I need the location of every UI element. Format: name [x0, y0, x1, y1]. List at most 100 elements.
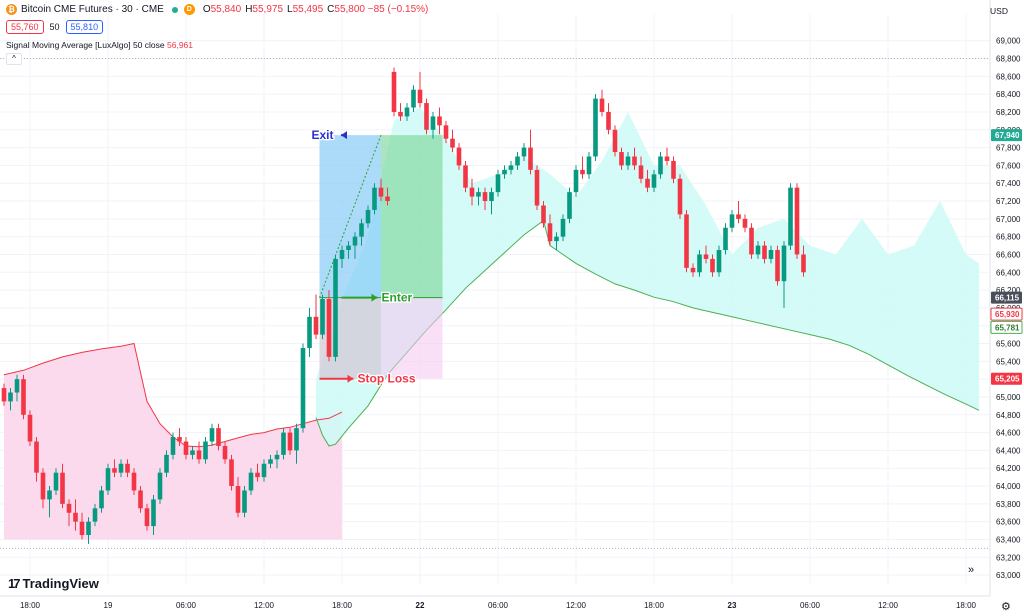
price-tick-label: 67,000 [996, 215, 1021, 224]
price-tick-label: 67,400 [996, 179, 1021, 188]
price-tick-label: 68,600 [996, 72, 1021, 81]
price-tick-label: 64,600 [996, 429, 1021, 438]
time-tick-label: 12:00 [878, 601, 899, 610]
candle-body [632, 156, 637, 166]
candle-body [469, 187, 475, 197]
candle-body [313, 316, 319, 335]
candle-body [749, 227, 754, 255]
high-label: H [245, 4, 253, 15]
candle-body [8, 392, 13, 402]
collapse-legend-button[interactable]: ^ [6, 53, 22, 65]
candle-body [456, 147, 462, 166]
indicator-legend[interactable]: Signal Moving Average [LuxAlgo] 50 close… [6, 40, 193, 50]
candle-body [177, 437, 182, 442]
candle-body [105, 468, 111, 491]
settings-gear-icon[interactable]: ⚙ [1001, 601, 1011, 613]
candle-body [209, 428, 215, 442]
price-tag-box [991, 129, 1022, 142]
buy-price-button[interactable]: 55,810 [65, 20, 104, 34]
stop-zone [319, 297, 443, 379]
enter-arrow-head [371, 293, 378, 302]
candle-body [580, 169, 585, 175]
candle-body [443, 125, 449, 139]
candle-body [404, 107, 410, 117]
instrument-title[interactable]: Bitcoin CME Futures · 30 · CME [21, 4, 164, 15]
time-tick-label: 12:00 [566, 601, 587, 610]
candle-body [411, 89, 416, 108]
candle-body [66, 503, 72, 513]
candle-body [638, 165, 644, 179]
candle-body [365, 209, 371, 224]
bitcoin-icon: ₿ [6, 4, 17, 15]
candle-body [755, 245, 761, 255]
candle-body [14, 379, 20, 393]
candle-body [684, 214, 689, 268]
exit-label: Exit [312, 128, 334, 142]
low-label: L [287, 4, 293, 15]
candle-body [73, 512, 78, 522]
price-tick-label: 65,400 [996, 357, 1021, 366]
price-tick-label: 65,000 [996, 393, 1021, 402]
enter-label: Enter [382, 291, 413, 305]
price-tick-label: 67,800 [996, 144, 1021, 153]
open-value: 55,840 [210, 4, 242, 15]
price-tag-label: 67,940 [995, 131, 1020, 140]
candle-body [118, 463, 124, 473]
candle-body [125, 463, 130, 473]
tradingview-logo-text: TradingView [22, 576, 99, 591]
candle-body [151, 499, 156, 527]
stop-loss-arrow-head [347, 374, 354, 383]
candle-body [222, 445, 228, 460]
currency-label[interactable]: USD [990, 6, 1008, 16]
time-tick-label: 06:00 [800, 601, 821, 610]
price-tick-label: 68,800 [996, 55, 1021, 64]
price-tick-label: 66,800 [996, 233, 1021, 242]
scroll-to-realtime-button[interactable]: » [967, 564, 975, 576]
candle-body [27, 414, 33, 442]
candle-body [86, 521, 91, 536]
candle-body [216, 428, 221, 446]
price-tag-box [991, 291, 1022, 304]
candle-body [625, 156, 631, 166]
sell-price-button[interactable]: 55,760 [6, 20, 44, 34]
high-value: 55,975 [252, 4, 284, 15]
candle-body [664, 156, 670, 161]
candle-body [287, 432, 293, 451]
price-tag-box [991, 372, 1022, 385]
time-tick-label: 18:00 [332, 601, 353, 610]
candle-body [612, 129, 618, 153]
candle-body [294, 428, 299, 451]
candle-body [528, 147, 533, 170]
candle-body [242, 490, 247, 513]
candle-body [430, 116, 436, 130]
candle-body [372, 187, 377, 210]
candle-body [235, 486, 241, 513]
indicator-name: Signal Moving Average [LuxAlgo] 50 close [6, 40, 165, 50]
candle-body [229, 459, 234, 487]
price-tick-label: 64,000 [996, 482, 1021, 491]
price-tick-label: 66,600 [996, 250, 1021, 259]
candle-body [677, 178, 683, 215]
candle-body [690, 267, 696, 273]
delayed-data-badge[interactable]: D [183, 4, 195, 15]
candle-body [788, 187, 793, 246]
price-tag-label: 65,205 [995, 375, 1020, 384]
price-tick-label: 63,800 [996, 500, 1021, 509]
candle-body [710, 258, 715, 273]
candle-body [248, 472, 254, 491]
candle-body [378, 187, 384, 197]
price-tick-label: 64,400 [996, 446, 1021, 455]
time-tick-label: 06:00 [488, 601, 509, 610]
candle-body [606, 111, 611, 130]
tradingview-logo[interactable]: 17 TradingView [8, 576, 99, 591]
candle-body [723, 227, 728, 251]
price-tag-label: 65,781 [995, 323, 1020, 332]
candle-body [203, 441, 208, 460]
candle-body [768, 250, 774, 259]
candle-body [307, 316, 312, 348]
candle-body [138, 490, 143, 509]
symbol-header[interactable]: ₿ Bitcoin CME Futures · 30 · CME D O 55,8… [6, 4, 432, 15]
price-tick-label: 65,600 [996, 340, 1021, 349]
candle-body [586, 156, 592, 175]
